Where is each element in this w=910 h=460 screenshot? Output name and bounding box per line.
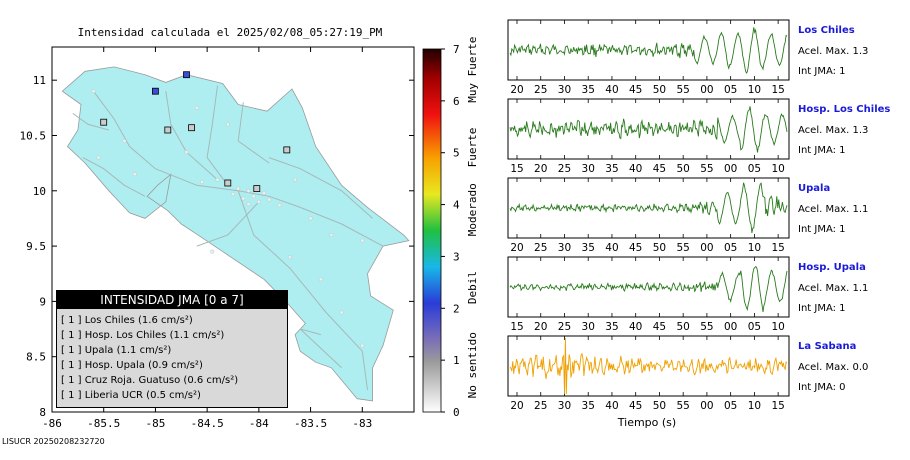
city-dot xyxy=(267,197,272,202)
city-dot xyxy=(91,89,96,94)
road-line xyxy=(269,157,373,219)
y-tick-label: 8.5 xyxy=(26,351,46,364)
city-dot xyxy=(256,199,261,204)
road-line xyxy=(237,102,270,164)
city-dot xyxy=(184,150,189,155)
x-tick-label: -83.5 xyxy=(294,417,327,430)
city-dot xyxy=(230,192,236,197)
road-line xyxy=(196,201,260,247)
x-tick-label: -84 xyxy=(249,417,269,430)
city-dot xyxy=(132,172,137,177)
x-tick-label: -84.5 xyxy=(191,417,224,430)
road-line xyxy=(237,190,368,390)
y-tick-label: 10.5 xyxy=(20,129,47,142)
road-line xyxy=(206,85,229,186)
city-dot xyxy=(215,177,220,182)
city-dot xyxy=(251,194,256,199)
city-dot xyxy=(194,105,199,110)
station-marker xyxy=(224,179,232,187)
y-tick-label: 11 xyxy=(33,74,46,87)
city-dot xyxy=(293,177,298,182)
legend-title: INTENSIDAD JMA [0 a 7] xyxy=(57,291,287,309)
x-tick-label: -83 xyxy=(352,417,372,430)
city-dot xyxy=(329,232,334,238)
x-tick-label: -86 xyxy=(42,417,62,430)
legend-item: [ 1 ] Los Chiles (1.6 cm/s²) xyxy=(61,315,193,326)
map-title: Intensidad calculada el 2025/02/08_05:27… xyxy=(78,26,383,39)
y-tick-label: 10 xyxy=(33,185,46,198)
city-dot xyxy=(261,190,267,196)
station-marker xyxy=(253,185,261,193)
city-dot xyxy=(246,188,251,193)
city-dot xyxy=(236,186,241,191)
city-dot xyxy=(318,277,323,282)
road-network xyxy=(72,85,384,390)
legend-item: [ 1 ] Upala (1.1 cm/s²) xyxy=(61,345,172,356)
city-dot xyxy=(225,122,230,127)
legend-list: [ 1 ] Los Chiles (1.6 cm/s²) [ 1 ] Hosp.… xyxy=(61,313,238,403)
country-shape xyxy=(61,66,410,402)
costa-rica-land xyxy=(61,66,410,402)
city-dot xyxy=(122,138,127,144)
y-tick-label: 9 xyxy=(39,295,46,308)
station-marker xyxy=(151,87,159,95)
road-line xyxy=(92,90,384,247)
road-line xyxy=(165,91,218,181)
city-dot xyxy=(277,203,282,208)
station-marker xyxy=(164,126,172,134)
city-dot xyxy=(199,179,205,184)
x-tick-label: -85.5 xyxy=(87,417,120,430)
legend-item: [ 1 ] Liberia UCR (0.5 cm/s²) xyxy=(61,390,201,401)
road-line xyxy=(299,328,342,369)
city-dot xyxy=(241,196,246,201)
station-marker xyxy=(188,124,196,132)
city-dot xyxy=(287,255,292,260)
intensity-legend: INTENSIDAD JMA [0 a 7] [ 1 ] Los Chiles … xyxy=(56,290,288,408)
city-dot xyxy=(360,238,365,243)
city-dot xyxy=(308,216,313,221)
footer-id: LISUCR 20250208232720 xyxy=(2,437,105,446)
city-dot xyxy=(360,343,365,348)
station-marker xyxy=(283,146,291,154)
station-marker xyxy=(183,71,190,79)
city-dot xyxy=(339,310,344,315)
legend-item: [ 1 ] Hosp. Los Chiles (1.1 cm/s²) xyxy=(61,330,225,341)
y-tick-label: 8 xyxy=(39,406,46,419)
y-tick-label: 9.5 xyxy=(26,240,46,253)
legend-item: [ 1 ] Cruz Roja. Guatuso (0.6 cm/s²) xyxy=(61,375,239,386)
legend-item: [ 1 ] Hosp. Upala (0.9 cm/s²) xyxy=(61,360,203,371)
map-border xyxy=(51,46,415,413)
x-tick-label: -85 xyxy=(145,417,165,430)
road-line xyxy=(72,112,110,131)
station-markers xyxy=(100,71,291,193)
map-axes: -86 -85.5 -85 -84.5 -84 -83.5 -83 11 10.5 10 9.5 9 8… xyxy=(20,47,414,430)
city-dot xyxy=(246,202,251,207)
station-marker xyxy=(100,118,108,126)
city-dot xyxy=(210,249,215,254)
city-dot xyxy=(96,155,101,160)
road-line xyxy=(82,157,146,197)
